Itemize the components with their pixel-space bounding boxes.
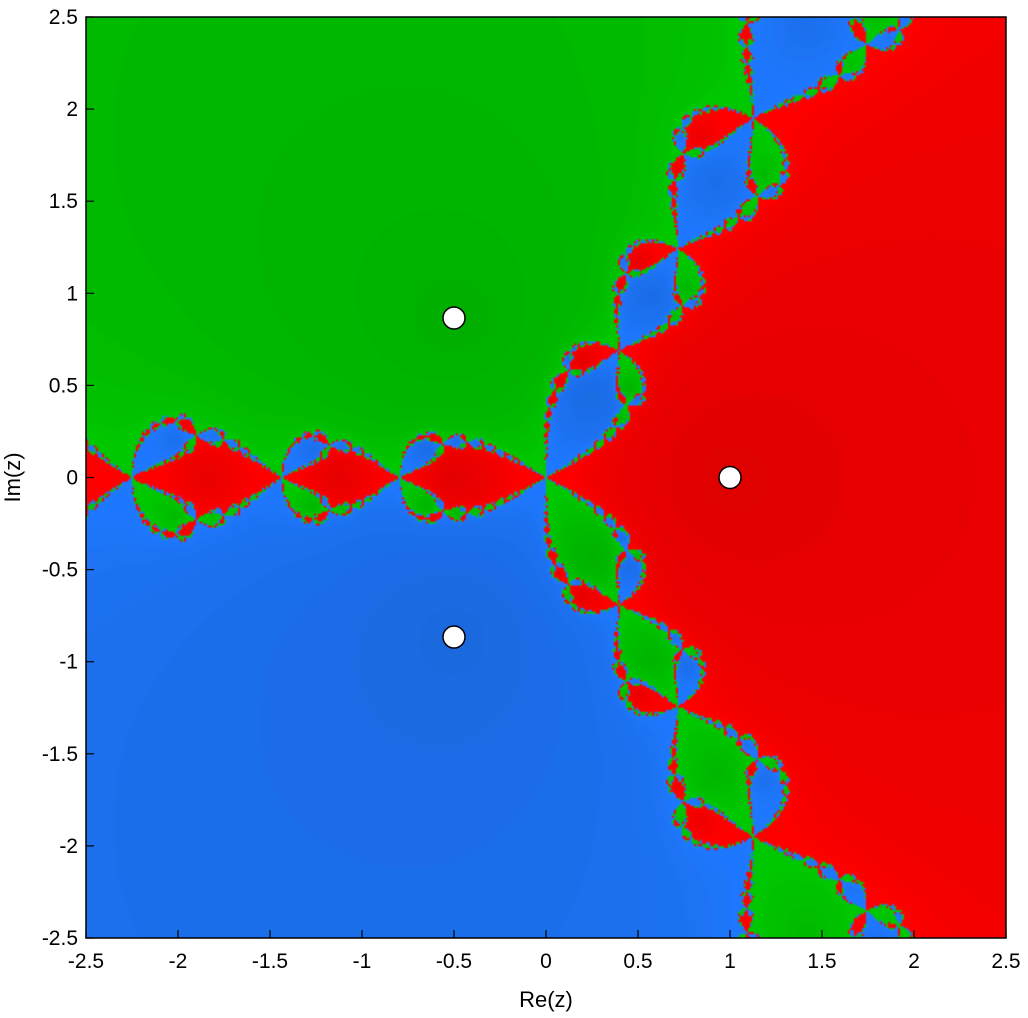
x-tick-label: -2.5	[68, 950, 104, 973]
x-axis-label: Re(z)	[519, 987, 573, 1012]
y-tick-label: 2.5	[49, 6, 78, 29]
root-markers	[442, 306, 742, 649]
x-tick-label: -0.5	[436, 950, 472, 973]
x-tick-label: -1	[353, 950, 372, 973]
basin-heatmap	[86, 17, 1006, 938]
x-tick-label: 0.5	[623, 950, 652, 973]
x-axis: -2.5 -2 -1.5 -1 -0.5 0 0.5 1 1.5 2 2.5	[68, 930, 1021, 973]
y-tick-label: -0.5	[42, 559, 78, 582]
y-tick-label: 1.5	[49, 190, 78, 213]
y-tick-label: 1	[66, 282, 78, 305]
x-tick-label: 2	[908, 950, 920, 973]
x-tick-label: 1	[724, 950, 736, 973]
x-tick-label: 1.5	[807, 950, 836, 973]
y-axis: -2.5 -2 -1.5 -1 -0.5 0 0.5 1 1.5 2 2.5	[42, 6, 94, 950]
y-tick-label: -1.5	[42, 743, 78, 766]
y-tick-label: -1	[59, 651, 78, 674]
root-marker-3	[442, 625, 466, 649]
x-tick-label: -1.5	[252, 950, 288, 973]
root-marker-2	[442, 306, 466, 330]
y-tick-label: 0	[66, 467, 78, 490]
y-tick-label: 0.5	[49, 374, 78, 397]
x-tick-label: 2.5	[991, 950, 1020, 973]
y-tick-label: -2	[59, 835, 78, 858]
x-tick-label: -2	[169, 950, 188, 973]
y-tick-label: -2.5	[42, 927, 78, 950]
root-marker-1	[718, 465, 742, 490]
plot-area	[85, 16, 1007, 939]
y-axis-label: Im(z)	[0, 452, 25, 502]
y-tick-label: 2	[66, 98, 78, 121]
x-tick-label: 0	[540, 950, 552, 973]
